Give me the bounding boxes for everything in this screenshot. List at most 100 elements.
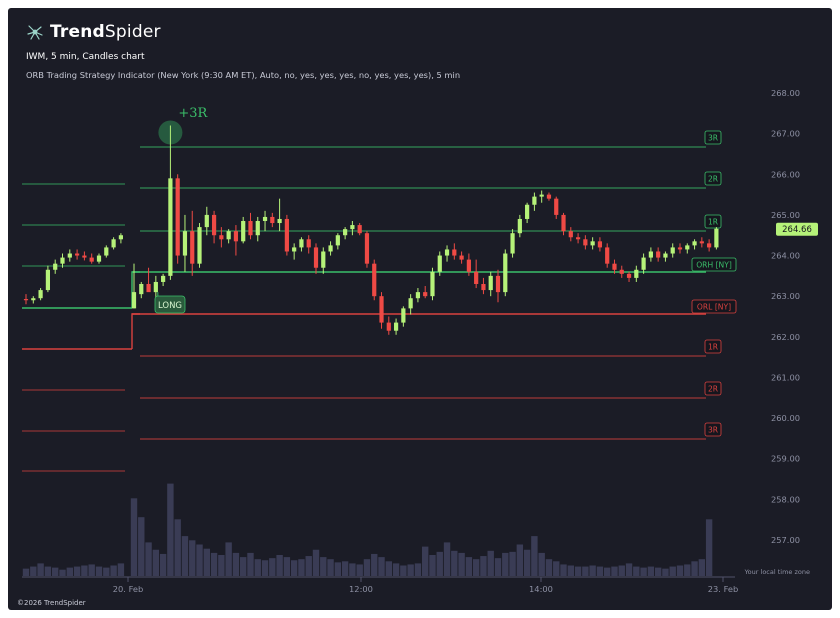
candle-body [364, 233, 370, 264]
candle-body [75, 253, 80, 256]
candle-body [699, 241, 704, 244]
volume-bar [283, 557, 291, 576]
candle-body [444, 249, 450, 256]
volume-bar [684, 564, 691, 576]
volume-bar [691, 561, 698, 576]
level-label-box [691, 299, 737, 314]
volume-bar [37, 563, 44, 576]
volume-bar [604, 567, 611, 576]
volume-bar [44, 566, 52, 576]
level-label: 3R [708, 426, 719, 435]
candle-body [82, 255, 87, 258]
volume-bar [130, 498, 138, 576]
candle-body [53, 263, 58, 270]
volume-bar [705, 519, 713, 576]
volume-bar [625, 563, 633, 576]
volume-bar [451, 550, 458, 576]
volume-bar [138, 517, 145, 576]
trendspider-logo: TrendSpider [26, 22, 161, 42]
candle-body [96, 255, 102, 262]
long-signal-box [154, 295, 186, 314]
candle-body [299, 239, 304, 248]
candle-body [111, 239, 116, 248]
volume-bar [589, 565, 596, 576]
long-signal-label: LONG [158, 301, 182, 311]
volume-bar [189, 540, 196, 576]
level-label-box [691, 257, 737, 272]
candle-body [597, 241, 603, 248]
volume-bar [117, 563, 125, 576]
x-tick-label: 20. Feb [113, 584, 144, 594]
timezone-note: Your local time zone [744, 568, 810, 576]
y-tick-label: 257.00 [771, 535, 800, 545]
candle-body [146, 283, 151, 293]
candle-body [67, 253, 72, 258]
candle-body [372, 263, 377, 297]
level-label-box [704, 214, 722, 229]
candle-body [561, 214, 566, 232]
volume-bar [110, 565, 117, 576]
candle-body [313, 247, 319, 268]
candle-body [262, 216, 268, 222]
candle-body [634, 269, 639, 278]
candle-body [626, 273, 632, 278]
candle-body [430, 271, 435, 297]
volume-bar [574, 566, 582, 576]
candle-body [379, 296, 384, 323]
volume-bar [341, 561, 349, 576]
volume-bar [669, 566, 676, 576]
x-tick-label: 12:00 [349, 584, 373, 594]
level-label: 2R [708, 385, 719, 394]
volume-bar [618, 565, 625, 576]
candle-body [437, 255, 442, 272]
volume-bar [640, 567, 647, 576]
y-tick-label: 265.00 [771, 210, 800, 220]
candle-body [510, 233, 515, 254]
volume-bar [654, 567, 662, 576]
spider-icon [27, 25, 43, 40]
candle-body [386, 322, 391, 331]
candle-body [161, 275, 166, 282]
level-label-box [704, 171, 722, 186]
volume-bar [422, 546, 429, 576]
candle-body [648, 251, 653, 258]
volume-bar [407, 564, 414, 576]
volume-bar [531, 536, 538, 576]
y-tick-label: 260.00 [771, 413, 800, 423]
candle-body [408, 298, 413, 309]
volume-bar [312, 549, 320, 576]
candle-body [241, 221, 246, 242]
volume-bar [276, 555, 283, 576]
candle-body [233, 231, 239, 242]
candle-body [481, 283, 486, 291]
candle-body [31, 298, 36, 301]
volume-bar [509, 551, 516, 576]
y-tick-label: 268.00 [771, 88, 800, 98]
level-label: ORL [NY] [697, 303, 731, 312]
candle-body [677, 247, 683, 250]
volume-bar [203, 548, 210, 576]
volume-bar [240, 557, 247, 576]
y-tick-label: 266.00 [771, 169, 800, 179]
y-tick-label: 262.00 [771, 332, 800, 342]
volume-bar [356, 564, 363, 576]
last-price-tag [776, 222, 818, 236]
volume-bar [582, 566, 589, 576]
volume-bar [334, 562, 342, 576]
volume-bar [66, 567, 73, 576]
volume-bar [152, 549, 160, 576]
candle-body [38, 290, 43, 299]
candle-body [168, 178, 173, 276]
candle-body [415, 292, 421, 299]
level-label: 1R [708, 343, 719, 352]
volume-bar [611, 566, 618, 576]
candle-body [641, 257, 646, 270]
candle-body [452, 249, 457, 256]
indicator-line: ORB Trading Strategy Indicator (New York… [26, 70, 461, 80]
candle-body [466, 259, 471, 272]
candle-body [175, 178, 180, 256]
volume-bar [103, 567, 110, 576]
candle-body [255, 221, 260, 236]
candle-body [554, 198, 559, 215]
